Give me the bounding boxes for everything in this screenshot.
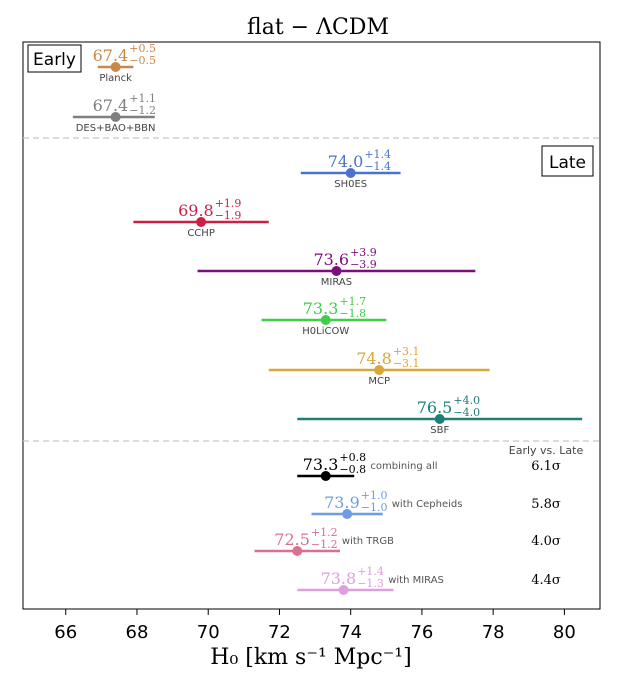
value-label: 73.3 <box>303 299 339 318</box>
measurement-name: CCHP <box>187 228 215 239</box>
data-point <box>320 471 331 481</box>
value-label: 72.5 <box>274 530 310 549</box>
minus-error-label: −1.9 <box>215 209 242 222</box>
minus-error-label: −1.0 <box>361 501 388 514</box>
value-label: 76.5 <box>417 398 453 417</box>
x-tick-label-70: 70 <box>197 622 220 643</box>
data-point <box>292 546 303 556</box>
x-tick-label-68: 68 <box>126 622 149 643</box>
plus-error-label: +4.0 <box>453 394 480 407</box>
entry-with-cepheids: 73.9 +1.0−1.0 with Cepheids 5.8σ <box>311 489 561 519</box>
data-point <box>342 509 353 519</box>
minus-error-label: −4.0 <box>453 406 480 419</box>
minus-error-label: −1.3 <box>357 577 384 590</box>
data-point <box>338 585 349 595</box>
entry-with-miras: 73.8 +1.4−1.3 with MIRAS 4.4σ <box>297 565 561 595</box>
minus-error-label: −1.2 <box>311 538 338 551</box>
minus-error-label: −1.4 <box>364 160 391 173</box>
value-label: 74.8 <box>356 349 392 368</box>
entry-h0licow: 73.3 +1.7−1.8 H0LiCOW <box>261 295 387 337</box>
plus-error-label: +1.7 <box>339 295 366 308</box>
x-tick-label-66: 66 <box>54 622 77 643</box>
plus-error-label: +3.9 <box>350 246 377 259</box>
combination-name: combining all <box>370 461 437 472</box>
entry-sbf: 76.5 +4.0−4.0 SBF <box>297 394 583 436</box>
plus-error-label: +1.4 <box>364 148 391 161</box>
plus-error-label: +1.4 <box>357 565 384 578</box>
value-label: 73.8 <box>321 569 357 588</box>
measurement-name: SH0ES <box>334 179 367 190</box>
value-label: 74.0 <box>328 152 364 171</box>
tension-value: 4.4σ <box>531 573 561 588</box>
combination-name: with TRGB <box>342 536 394 547</box>
measurement-name: MIRAS <box>321 277 352 288</box>
data-point <box>345 168 356 178</box>
x-axis: 66 68 70 72 74 76 78 80 <box>54 609 576 643</box>
data-point <box>374 365 385 375</box>
data-point <box>110 62 121 72</box>
late-label: Late <box>549 153 586 173</box>
entry-with-trgb: 72.5 +1.2−1.2 with TRGB 4.0σ <box>254 526 561 556</box>
tension-value: 6.1σ <box>531 459 561 474</box>
x-tick-label-80: 80 <box>553 622 576 643</box>
minus-error-label: −1.8 <box>339 307 366 320</box>
value-label: 69.8 <box>178 201 214 220</box>
data-point <box>110 112 121 122</box>
minus-error-label: −3.9 <box>350 258 377 271</box>
plus-error-label: +3.1 <box>393 345 420 358</box>
plus-error-label: +0.5 <box>129 42 156 55</box>
x-tick-label-74: 74 <box>339 622 362 643</box>
data-point <box>320 315 331 325</box>
early-label-box <box>27 44 82 73</box>
chart-title: flat − ΛCDM <box>247 15 389 40</box>
entry-planck: 67.4 +0.5−0.5 Planck <box>93 42 156 84</box>
entry-des-bao-bbn: 67.4 +1.1−1.2 DES+BAO+BBN <box>72 92 156 134</box>
value-label: 73.9 <box>324 493 360 512</box>
measurement-name: DES+BAO+BBN <box>76 123 156 134</box>
entry-miras: 73.6 +3.9−3.9 MIRAS <box>197 246 476 288</box>
x-tick-label-72: 72 <box>268 622 291 643</box>
plus-error-label: +1.1 <box>129 92 156 105</box>
plus-error-label: +1.9 <box>215 197 242 210</box>
value-label: 73.3 <box>303 455 339 474</box>
measurement-name: MCP <box>368 376 390 387</box>
value-label: 67.4 <box>93 96 129 115</box>
data-point <box>434 414 445 424</box>
late-label-box <box>541 145 594 177</box>
x-axis-label: H₀ [km s⁻¹ Mpc⁻¹] <box>210 645 411 670</box>
value-label: 73.6 <box>313 250 349 269</box>
measurement-name: Planck <box>99 73 132 84</box>
early-label: Early <box>33 50 76 70</box>
x-tick-label-76: 76 <box>410 622 433 643</box>
plot-frame <box>22 41 601 610</box>
x-tick-label-78: 78 <box>482 622 505 643</box>
minus-error-label: −0.8 <box>339 463 366 476</box>
minus-error-label: −0.5 <box>129 54 156 67</box>
measurement-name: SBF <box>430 425 449 436</box>
plus-error-label: +1.0 <box>361 489 388 502</box>
minus-error-label: −3.1 <box>393 357 420 370</box>
data-point <box>331 266 342 276</box>
data-point <box>196 217 207 227</box>
comparison-header: Early vs. Late <box>509 444 584 457</box>
tension-value: 4.0σ <box>531 534 561 549</box>
entry-sh0es: 74.0 +1.4−1.4 SH0ES <box>300 148 401 190</box>
tension-value: 5.8σ <box>531 497 561 512</box>
combination-name: with Cepheids <box>392 499 463 510</box>
plus-error-label: +0.8 <box>339 451 366 464</box>
value-label: 67.4 <box>93 46 129 65</box>
measurement-name: H0LiCOW <box>302 326 349 337</box>
minus-error-label: −1.2 <box>129 104 156 117</box>
plus-error-label: +1.2 <box>311 526 338 539</box>
entry-combining-all: 73.3 +0.8−0.8 combining all 6.1σ <box>297 451 561 481</box>
combination-name: with MIRAS <box>388 575 444 586</box>
